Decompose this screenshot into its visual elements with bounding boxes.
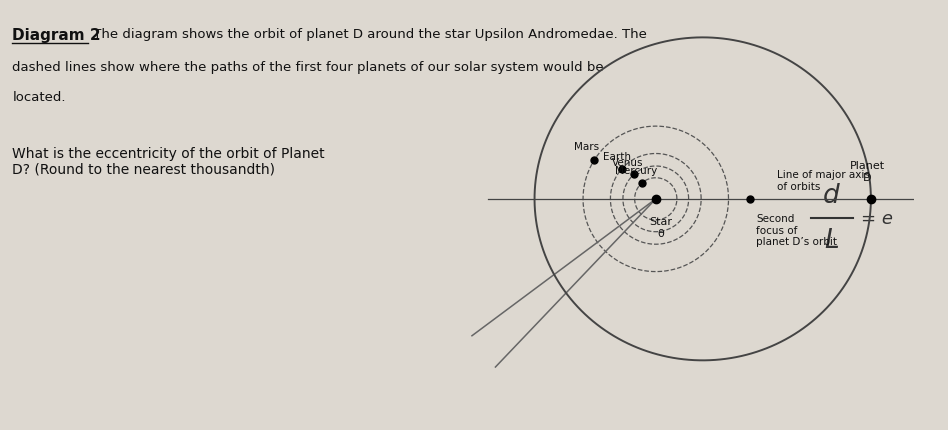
Text: Venus: Venus xyxy=(611,158,644,168)
Text: Earth: Earth xyxy=(603,151,631,161)
Text: d: d xyxy=(823,183,840,209)
Text: What is the eccentricity of the orbit of Planet
D? (Round to the nearest thousan: What is the eccentricity of the orbit of… xyxy=(12,146,325,176)
Text: Mars: Mars xyxy=(574,141,599,151)
Text: L: L xyxy=(824,228,839,254)
Text: = e: = e xyxy=(861,209,893,227)
Text: Mercury: Mercury xyxy=(615,166,657,175)
Text: Second
focus of
planet D’s orbit: Second focus of planet D’s orbit xyxy=(756,213,837,246)
Text: Planet
D: Planet D xyxy=(849,161,884,182)
Text: The diagram shows the orbit of planet D around the star Upsilon Andromedae. The: The diagram shows the orbit of planet D … xyxy=(89,28,647,41)
Text: Diagram 2: Diagram 2 xyxy=(12,28,100,43)
Text: located.: located. xyxy=(12,90,65,103)
Text: dashed lines show where the paths of the first four planets of our solar system : dashed lines show where the paths of the… xyxy=(12,61,604,74)
Text: Star
θ: Star θ xyxy=(649,217,672,238)
Text: Line of major axis
of orbits: Line of major axis of orbits xyxy=(777,170,870,192)
